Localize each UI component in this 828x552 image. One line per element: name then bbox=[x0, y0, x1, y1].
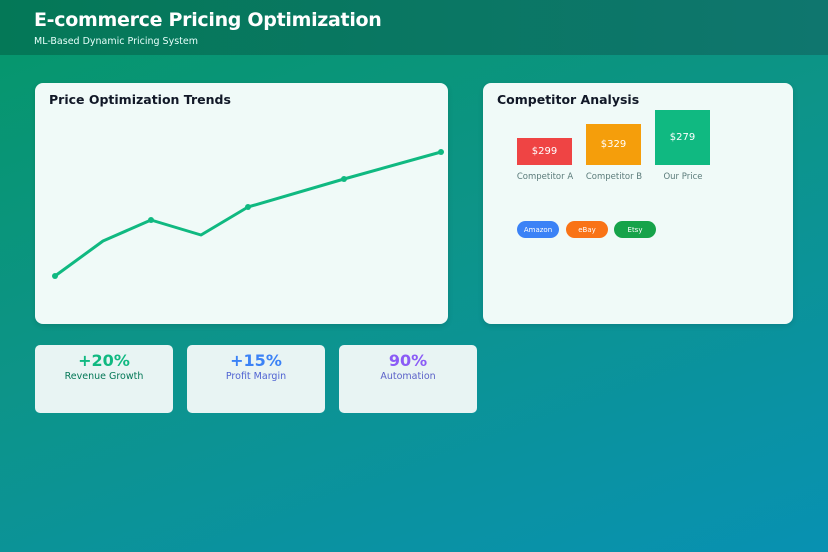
trend-point bbox=[52, 273, 58, 279]
trends-title: Price Optimization Trends bbox=[49, 92, 231, 107]
trend-point bbox=[438, 149, 444, 155]
platform-ebay[interactable]: eBay bbox=[566, 221, 608, 238]
bar-competitor-a: $299 bbox=[517, 138, 572, 165]
stat-label: Revenue Growth bbox=[64, 371, 144, 382]
stat-value: +15% bbox=[230, 351, 282, 370]
page-title: E-commerce Pricing Optimization bbox=[34, 9, 382, 31]
stat-label: Profit Margin bbox=[225, 371, 287, 382]
stat-label: Automation bbox=[380, 371, 436, 382]
trends-card: Price Optimization Trends bbox=[35, 83, 448, 324]
competitor-card: Competitor Analysis $299 $329 $279 Compe… bbox=[483, 83, 793, 324]
bar-competitor-b: $329 bbox=[586, 124, 641, 165]
label-competitor-a: Competitor A bbox=[516, 172, 574, 182]
page-subtitle: ML-Based Dynamic Pricing System bbox=[34, 36, 198, 47]
platform-etsy[interactable]: Etsy bbox=[614, 221, 656, 238]
bar-our-price: $279 bbox=[655, 110, 710, 165]
trend-point bbox=[245, 204, 251, 210]
stat-revenue-growth: +20% Revenue Growth bbox=[35, 345, 173, 413]
trend-point bbox=[341, 176, 347, 182]
stat-automation: 90% Automation bbox=[339, 345, 477, 413]
platform-amazon[interactable]: Amazon bbox=[517, 221, 559, 238]
label-our-price: Our Price bbox=[663, 172, 703, 182]
header: E-commerce Pricing Optimization ML-Based… bbox=[0, 0, 828, 55]
trend-chart bbox=[52, 149, 444, 279]
trend-point bbox=[148, 217, 154, 223]
stat-profit-margin: +15% Profit Margin bbox=[187, 345, 325, 413]
stat-value: 90% bbox=[388, 351, 428, 370]
label-competitor-b: Competitor B bbox=[585, 172, 643, 182]
stat-value: +20% bbox=[78, 351, 130, 370]
trend-line bbox=[54, 150, 442, 278]
competitor-title: Competitor Analysis bbox=[497, 92, 640, 107]
